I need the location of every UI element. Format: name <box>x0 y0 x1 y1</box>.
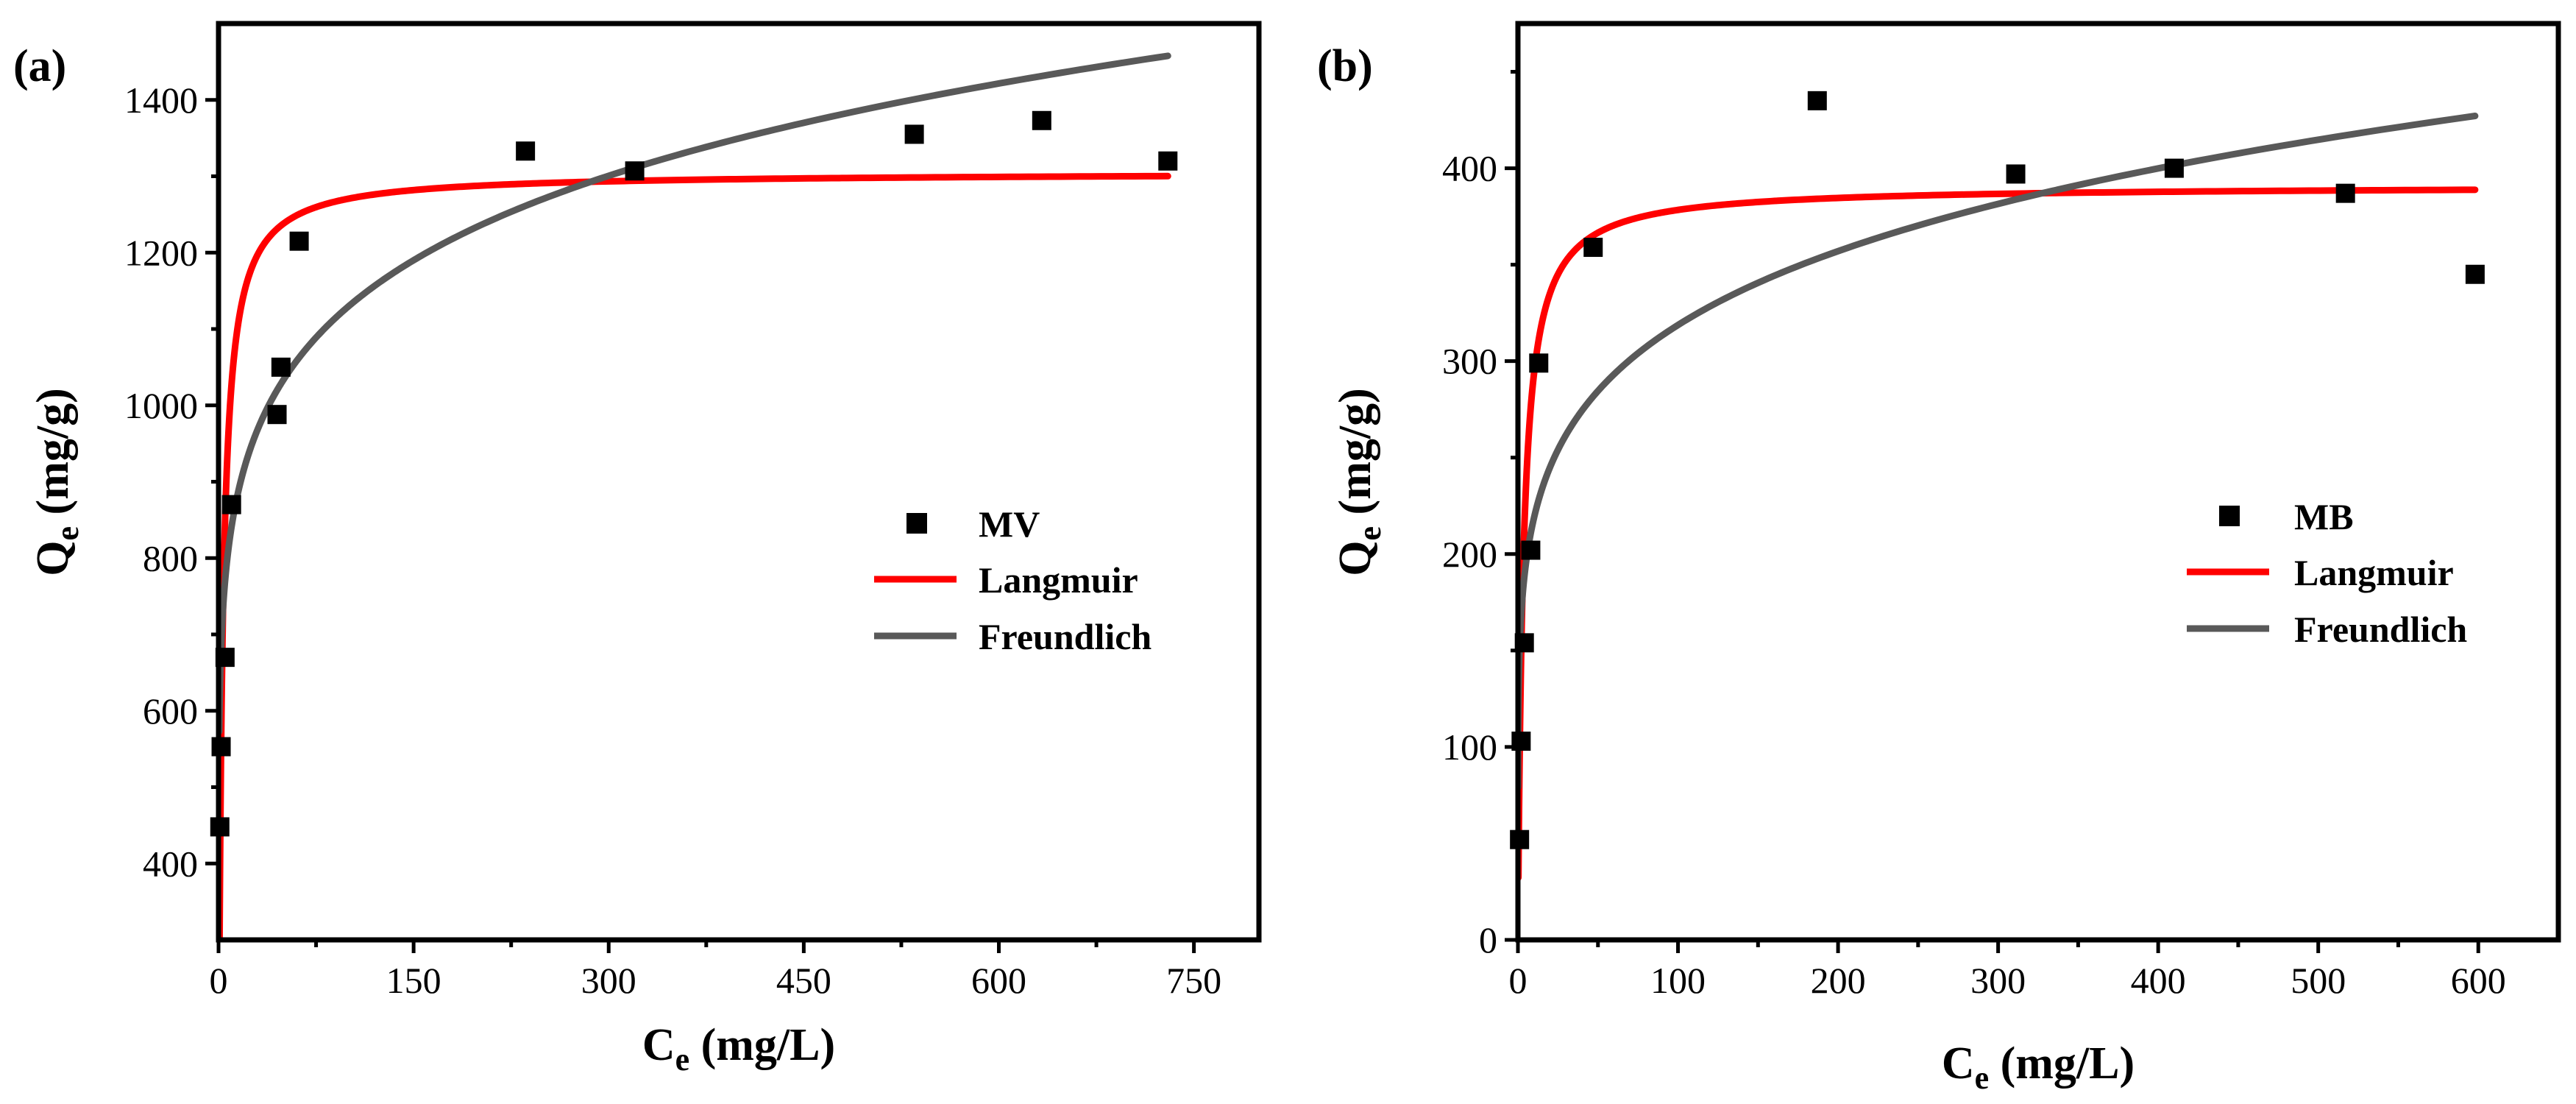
legend-marker-points <box>2219 506 2240 526</box>
x-axis-title: Ce (mg/L) <box>642 1020 835 1078</box>
x-tick-label: 200 <box>1811 960 1866 1001</box>
chart-panel-b: (b) 0 100 200 300 400 500 600 0 100 200 300 400 Ce… <box>1317 21 2561 1096</box>
chart-panel-a: (a) 0 150 300 450 600 750 400 600 800 1000 1200 14… <box>13 21 1262 1078</box>
data-point <box>904 124 924 144</box>
x-tick-label: 100 <box>1650 960 1706 1001</box>
y-axis-title: Qe (mg/g) <box>1330 388 1388 576</box>
y-axis-ticks: 400 600 800 1000 1200 1400 <box>124 79 219 884</box>
legend-label-langmuir: Langmuir <box>979 559 1138 601</box>
data-point <box>221 495 241 514</box>
y-tick-label: 1200 <box>124 232 198 273</box>
x-tick-label: 150 <box>386 960 441 1001</box>
x-axis-ticks: 0 150 300 450 600 750 <box>210 940 1221 1001</box>
x-tick-label: 400 <box>2131 960 2186 1001</box>
legend-label-langmuir: Langmuir <box>2294 552 2454 593</box>
legend-label-freundlich: Freundlich <box>979 616 1152 657</box>
panel-label: (a) <box>13 41 66 91</box>
data-point <box>1583 238 1603 258</box>
y-tick-label: 200 <box>1442 534 1497 575</box>
legend-label-mb: MB <box>2294 496 2354 537</box>
legend-marker-points <box>906 513 927 534</box>
x-tick-label: 600 <box>971 960 1026 1001</box>
y-tick-label: 800 <box>143 537 198 578</box>
y-tick-label: 300 <box>1442 341 1497 382</box>
x-tick-label: 300 <box>581 960 636 1001</box>
legend-label-freundlich: Freundlich <box>2294 609 2467 650</box>
data-point <box>1521 540 1541 560</box>
x-axis-ticks: 0 100 200 300 400 500 600 <box>1509 940 2506 1001</box>
y-axis-ticks: 0 100 200 300 400 <box>1442 70 1518 960</box>
data-point <box>1529 353 1549 373</box>
y-axis-title: Qe (mg/g) <box>28 388 85 576</box>
legend: MV Langmuir Freundlich <box>874 503 1152 657</box>
data-point <box>267 405 287 425</box>
data-point <box>2164 158 2184 178</box>
x-tick-label: 300 <box>1970 960 2026 1001</box>
legend-label-mv: MV <box>979 503 1040 545</box>
y-tick-label: 400 <box>1442 148 1497 189</box>
data-point <box>516 141 536 161</box>
data-point <box>1032 110 1051 130</box>
freundlich-fit-curve <box>1518 113 2479 791</box>
plot-frame <box>216 21 1262 943</box>
data-point <box>2006 164 2026 184</box>
y-tick-label: 0 <box>1479 919 1497 960</box>
data-point <box>2335 183 2355 203</box>
data-point <box>625 161 645 181</box>
data-point <box>1158 151 1178 171</box>
data-points <box>210 110 1178 837</box>
y-tick-label: 600 <box>143 690 198 732</box>
legend: MB Langmuir Freundlich <box>2187 496 2467 650</box>
x-tick-label: 450 <box>776 960 831 1001</box>
x-axis-title: Ce (mg/L) <box>1942 1038 2135 1096</box>
x-tick-label: 0 <box>1509 960 1527 1001</box>
y-tick-label: 400 <box>143 843 198 884</box>
x-tick-label: 500 <box>2291 960 2346 1001</box>
plot-frame <box>1515 21 2561 943</box>
panel-label: (b) <box>1317 41 1373 91</box>
data-point <box>2465 264 2485 284</box>
data-point <box>1807 91 1827 110</box>
x-tick-label: 750 <box>1166 960 1221 1001</box>
y-tick-label: 1400 <box>124 79 198 121</box>
y-tick-label: 100 <box>1442 726 1497 768</box>
data-point <box>271 357 291 377</box>
data-point <box>211 737 231 757</box>
data-point <box>289 231 309 251</box>
x-tick-label: 0 <box>210 960 228 1001</box>
y-tick-label: 1000 <box>124 385 198 426</box>
x-tick-label: 600 <box>2451 960 2506 1001</box>
